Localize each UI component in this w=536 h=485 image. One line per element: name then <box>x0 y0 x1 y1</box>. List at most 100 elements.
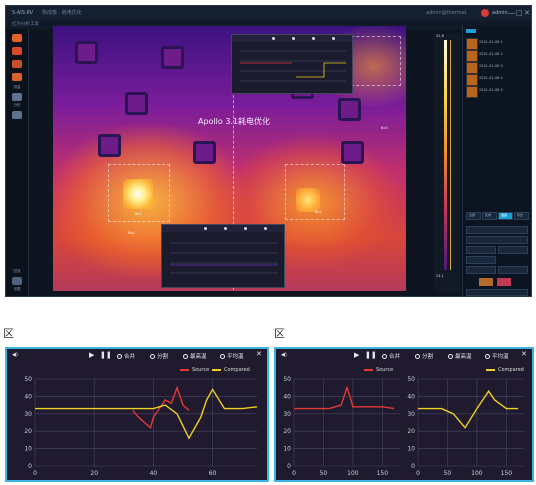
radio-icon[interactable] <box>224 227 227 230</box>
mini-chart-panel[interactable] <box>231 34 353 94</box>
radio-icon[interactable] <box>264 227 267 230</box>
flame-icon[interactable] <box>12 34 22 42</box>
filter-button[interactable]: 全部 <box>466 212 481 220</box>
pcb-pad <box>75 41 98 64</box>
merge-radio[interactable]: 合并 <box>117 352 135 360</box>
maximize-icon[interactable]: □ <box>516 9 523 17</box>
radio-icon[interactable] <box>332 37 335 40</box>
box-select-icon[interactable] <box>12 60 22 68</box>
file-name[interactable]: 2021-01-08 2 <box>479 52 503 56</box>
radio-icon[interactable] <box>312 37 315 40</box>
radio-icon[interactable] <box>244 227 247 230</box>
close-icon[interactable]: ✕ <box>524 9 530 17</box>
filter-button[interactable]: 区域 <box>482 212 497 220</box>
settings-row[interactable] <box>466 266 496 274</box>
temperature-scale: 52.6 24.1 <box>434 34 460 292</box>
legend-compared: Compared <box>486 367 524 373</box>
avg-temp-radio[interactable]: 平均温 <box>220 352 244 360</box>
file-name[interactable]: 2021-01-08 5 <box>479 88 503 92</box>
line-tool-icon[interactable] <box>12 73 22 81</box>
pause-icon[interactable]: ❚❚ <box>365 351 377 359</box>
x-tick-label: 150 <box>377 470 389 477</box>
pcb-pad <box>338 98 361 121</box>
preview-thumbnail[interactable] <box>479 278 493 286</box>
radio-icon[interactable] <box>204 227 207 230</box>
hotspot <box>123 179 153 209</box>
speaker-icon[interactable]: ◀) <box>281 352 287 358</box>
pause-icon[interactable]: ❚❚ <box>100 351 112 359</box>
avg-temp-radio[interactable]: 平均温 <box>485 352 509 360</box>
preview-thumbnail[interactable] <box>497 278 511 286</box>
close-icon[interactable]: ✕ <box>521 350 527 358</box>
roi-box[interactable] <box>285 164 345 220</box>
export-bar[interactable] <box>466 289 528 296</box>
user-email[interactable]: admin@thermal <box>426 10 467 16</box>
file-thumbnail[interactable] <box>466 74 478 86</box>
settings-icon[interactable] <box>12 277 22 285</box>
split-radio[interactable]: 分割 <box>150 352 168 360</box>
tool-rail: 测温 分析 回放 设置 <box>6 29 29 296</box>
user-avatar[interactable] <box>481 9 489 17</box>
merge-label: 合并 <box>124 354 136 360</box>
y-tick-label: 30 <box>24 411 32 418</box>
y-tick-label: 10 <box>24 446 32 453</box>
split-radio[interactable]: 分割 <box>415 352 433 360</box>
settings-row[interactable] <box>498 266 528 274</box>
chart-panel-split: ◀) ▶ ❚❚ 合并 分割 最高温 平均温 ✕ Source Compared … <box>274 347 534 482</box>
thermal-image-viewport[interactable]: Bx1 Bx2 Bx3 Bx4 Apollo 3.1耗电优化 <box>53 26 406 291</box>
x-tick-label: 100 <box>347 470 359 477</box>
roi-label: Bx1 <box>135 212 142 216</box>
file-name[interactable]: 2021-01-08 4 <box>479 76 503 80</box>
file-thumbnail[interactable] <box>466 86 478 98</box>
close-icon[interactable]: ✕ <box>256 350 262 358</box>
filter-button-label: 区域 <box>485 213 492 217</box>
filter-button[interactable]: 温差 <box>498 212 513 220</box>
settings-row[interactable] <box>466 236 528 244</box>
legend-swatch <box>180 369 189 371</box>
settings-row[interactable] <box>466 256 496 264</box>
play-icon[interactable]: ▶ <box>89 351 95 359</box>
roi-box[interactable] <box>108 164 170 222</box>
merge-radio[interactable]: 合并 <box>382 352 400 360</box>
radio-icon[interactable] <box>272 37 275 40</box>
rail-label: 分析 <box>13 103 21 107</box>
user-name[interactable]: admin <box>492 10 508 16</box>
legend-compared: Compared <box>212 367 250 373</box>
filter-button[interactable]: 导出 <box>514 212 529 220</box>
file-name[interactable]: 2021-01-08 3 <box>479 64 503 68</box>
filter-button-label: 全部 <box>469 213 476 217</box>
y-tick-label: 40 <box>24 393 32 400</box>
legend-swatch <box>212 369 221 371</box>
max-temp-radio[interactable]: 最高温 <box>448 352 472 360</box>
radio-icon[interactable] <box>292 37 295 40</box>
roi-box[interactable] <box>351 36 401 86</box>
legend-source: Source <box>364 367 393 373</box>
settings-row[interactable] <box>498 246 528 254</box>
mini-chart-panel[interactable] <box>161 224 285 288</box>
mini-chart-plot <box>240 50 346 82</box>
file-thumbnail[interactable] <box>466 50 478 62</box>
temperature-range-line[interactable] <box>450 40 451 270</box>
x-tick-label: 20 <box>90 470 98 477</box>
max-temp-radio[interactable]: 最高温 <box>183 352 207 360</box>
crosshair-icon[interactable] <box>12 47 22 55</box>
settings-row[interactable] <box>466 246 496 254</box>
legend-swatch <box>486 369 495 371</box>
minimize-icon[interactable]: — <box>508 9 515 17</box>
speaker-icon[interactable]: ◀) <box>12 352 18 358</box>
playback-icon[interactable] <box>12 111 22 119</box>
file-thumbnail[interactable] <box>466 38 478 50</box>
file-thumbnail[interactable] <box>466 62 478 74</box>
play-icon[interactable]: ▶ <box>354 351 360 359</box>
file-name[interactable]: 2021-01-08 1 <box>479 40 503 44</box>
analysis-icon[interactable] <box>12 93 22 101</box>
y-tick-label: 30 <box>283 411 291 418</box>
radio-icon <box>183 353 188 359</box>
roi-label: Bx3 <box>381 126 388 130</box>
y-tick-label: 0 <box>28 463 32 470</box>
line-chart-combined: 0 10 20 30 40 50 0 20 40 60 <box>24 376 258 477</box>
app-logo: S-AIS·RV <box>12 10 34 16</box>
rail-label: 回放 <box>13 269 21 273</box>
panel-tab-active[interactable] <box>466 29 476 33</box>
settings-row[interactable] <box>466 226 528 234</box>
